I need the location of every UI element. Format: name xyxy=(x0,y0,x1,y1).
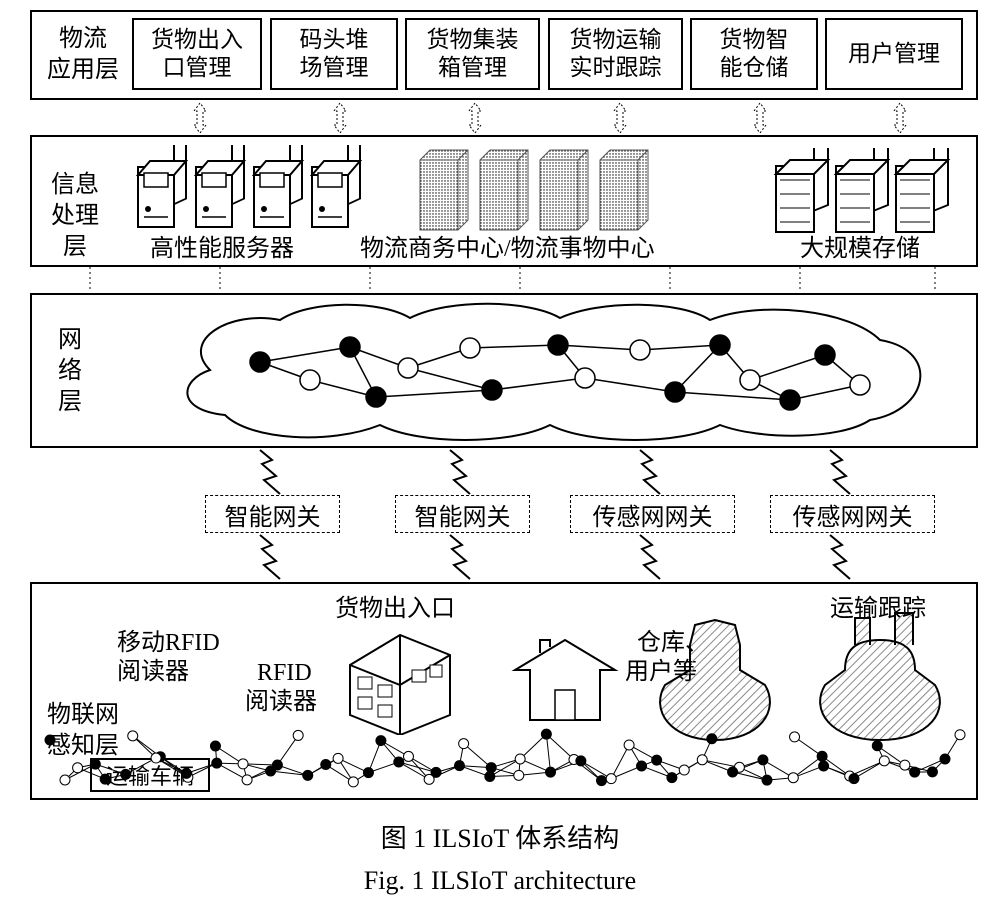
mobile-rfid-label: 移动RFID 阅读器 xyxy=(105,600,220,686)
caption-cn: 图 1 ILSIoT 体系结构 xyxy=(0,818,1000,855)
building-1-icon xyxy=(340,625,470,735)
lightning-top xyxy=(0,448,1000,498)
rfid-label: RFID阅读器 xyxy=(245,630,317,716)
sensor-mesh-graph xyxy=(35,720,975,795)
entrance-label: 货物出入口 xyxy=(335,595,455,624)
caption-en: Fig. 1 ILSIoT architecture xyxy=(0,866,1000,896)
gateway-2: 传感网网关 xyxy=(570,495,735,533)
lightning-bottom xyxy=(0,533,1000,585)
gateway-3: 传感网网关 xyxy=(770,495,935,533)
network-graph xyxy=(0,0,1000,500)
gateway-0: 智能网关 xyxy=(205,495,340,533)
gateway-1: 智能网关 xyxy=(395,495,530,533)
